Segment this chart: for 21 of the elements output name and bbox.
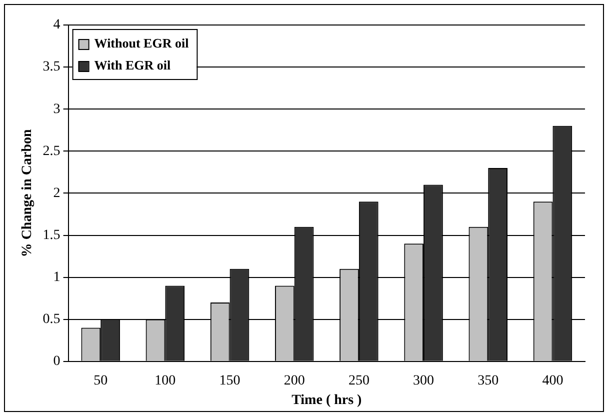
x-tick-label: 300 xyxy=(413,373,434,388)
x-tick-label: 150 xyxy=(219,373,240,388)
y-tick-label: 4 xyxy=(53,18,60,33)
legend-label: Without EGR oil xyxy=(94,35,190,50)
y-tick-label: 1.5 xyxy=(42,228,60,243)
x-tick-label: 200 xyxy=(284,373,305,388)
x-tick-label: 50 xyxy=(94,373,108,388)
x-tick-label: 250 xyxy=(348,373,370,388)
x-tick-label: 350 xyxy=(478,373,499,388)
y-tick-label: 0 xyxy=(53,354,60,370)
y-tick-label: 0.5 xyxy=(42,312,60,328)
legend-label: With EGR oil xyxy=(94,57,172,72)
y-axis-title: % Change in Carbon xyxy=(20,129,36,258)
y-tick-label: 3.5 xyxy=(42,60,60,75)
x-axis-title: Time ( hrs ) xyxy=(292,393,362,408)
y-tick-label: 1 xyxy=(53,270,60,285)
y-tick-label: 2.5 xyxy=(42,144,60,159)
x-tick-label: 100 xyxy=(154,373,176,388)
x-tick-label: 400 xyxy=(542,373,564,388)
y-tick-label: 3 xyxy=(53,102,60,117)
y-tick-label: 2 xyxy=(53,186,60,201)
